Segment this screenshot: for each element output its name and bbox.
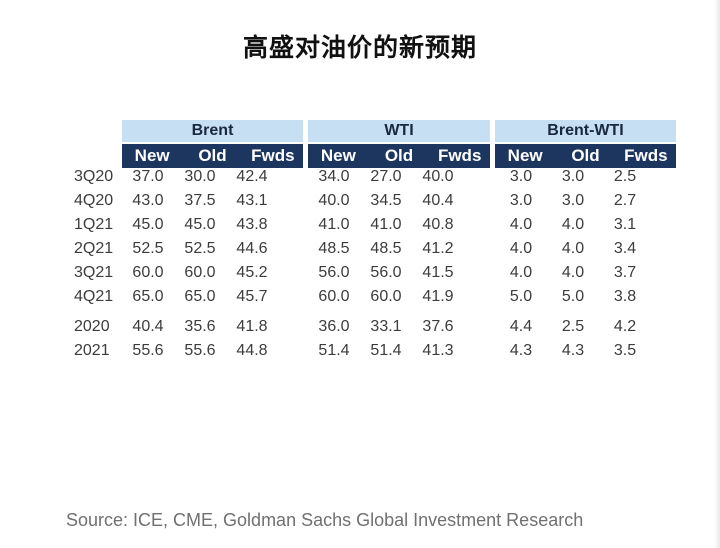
- table-cell: 3.1: [613, 216, 637, 233]
- table-cell: 56.0: [370, 264, 402, 281]
- table-cell: 56.0: [318, 264, 350, 281]
- table-cell: 60.0: [370, 288, 402, 305]
- col-old: Old: [571, 146, 600, 165]
- group-header-brent-wti: Brent-WTI: [495, 120, 676, 142]
- col-new: New: [507, 146, 543, 165]
- table-cell: 3.5: [613, 342, 637, 359]
- table-cell: 41.9: [422, 288, 454, 305]
- table-cell: 4.0: [561, 264, 585, 281]
- table-cell: 45.2: [236, 264, 268, 281]
- row-label: 3Q21: [74, 264, 114, 281]
- table-cell: 51.4: [318, 342, 350, 359]
- row-label: 2020: [74, 318, 110, 335]
- table-cell: 60.0: [132, 264, 164, 281]
- table-cell: 60.0: [318, 288, 350, 305]
- page-edge-shadow: [714, 0, 720, 548]
- table-cell: 3.8: [613, 288, 637, 305]
- table-cell: 5.0: [561, 288, 585, 305]
- table-cell: 3.4: [613, 240, 637, 257]
- table-cell: 27.0: [370, 168, 402, 185]
- source-note: Source: ICE, CME, Goldman Sachs Global I…: [66, 510, 584, 530]
- table-cell: 40.0: [422, 168, 454, 185]
- table-cell: 55.6: [132, 342, 164, 359]
- table-cell: 42.4: [236, 168, 268, 185]
- col-old: Old: [384, 146, 414, 165]
- table-cell: 41.8: [236, 318, 268, 335]
- table-cell: 36.0: [318, 318, 350, 335]
- table-cell: 44.6: [236, 240, 268, 257]
- subheader-brent-wti: New Old Fwds: [495, 144, 676, 168]
- table-cell: 48.5: [318, 240, 350, 257]
- table-cell: 4.3: [561, 342, 585, 359]
- row-label: 2Q21: [74, 240, 114, 257]
- table-cell: 4.4: [509, 318, 533, 335]
- table-cell: 4.2: [613, 318, 637, 335]
- table-cell: 2.5: [561, 318, 585, 335]
- col-new: New: [320, 146, 356, 165]
- table-cell: 55.6: [184, 342, 216, 359]
- col-fwds: Fwds: [624, 146, 668, 165]
- table-cell: 41.0: [370, 216, 402, 233]
- table-cell: 40.8: [422, 216, 454, 233]
- table-cell: 43.8: [236, 216, 268, 233]
- table-cell: 4.3: [509, 342, 533, 359]
- table-cell: 40.4: [422, 192, 454, 209]
- row-label: 1Q21: [74, 216, 114, 233]
- table-cell: 41.2: [422, 240, 454, 257]
- col-old: Old: [198, 146, 227, 165]
- table-cell: 48.5: [370, 240, 402, 257]
- table-cell: 41.0: [318, 216, 350, 233]
- table-cell: 5.0: [509, 288, 533, 305]
- table-cell: 34.5: [370, 192, 402, 209]
- col-new: New: [134, 146, 170, 165]
- table-cell: 37.0: [132, 168, 164, 185]
- table-cell: 65.0: [184, 288, 216, 305]
- table-cell: 41.3: [422, 342, 454, 359]
- group-header-brent: Brent: [122, 120, 303, 142]
- table-cell: 2.5: [613, 168, 637, 185]
- subheader-wti: New Old Fwds: [308, 144, 490, 168]
- table-cell: 65.0: [132, 288, 164, 305]
- col-fwds: Fwds: [437, 146, 482, 165]
- table-cell: 3.7: [613, 264, 637, 281]
- table-cell: 33.1: [370, 318, 402, 335]
- table-cell: 43.0: [132, 192, 164, 209]
- table-cell: 37.5: [184, 192, 216, 209]
- table-cell: 35.6: [184, 318, 216, 335]
- table-cell: 40.0: [318, 192, 350, 209]
- table-cell: 41.5: [422, 264, 454, 281]
- row-label: 4Q20: [74, 192, 114, 209]
- subheader-brent: New Old Fwds: [122, 144, 303, 168]
- table-cell: 30.0: [184, 168, 216, 185]
- col-fwds: Fwds: [251, 146, 295, 165]
- group-header-wti: WTI: [308, 120, 490, 142]
- table-cell: 3.0: [561, 168, 585, 185]
- page-title: 高盛对油价的新预期: [242, 33, 477, 62]
- table-cell: 52.5: [184, 240, 216, 257]
- table-cell: 60.0: [184, 264, 216, 281]
- table-cell: 40.4: [132, 318, 164, 335]
- row-label: 4Q21: [74, 288, 114, 305]
- table-cell: 44.8: [236, 342, 268, 359]
- table-cell: 3.0: [509, 192, 533, 209]
- table-cell: 45.7: [236, 288, 268, 305]
- row-label: 3Q20: [74, 168, 114, 185]
- table-cell: 43.1: [236, 192, 268, 209]
- table-cell: 37.6: [422, 318, 454, 335]
- table-cell: 45.0: [184, 216, 216, 233]
- table-cell: 4.0: [509, 216, 533, 233]
- table-cell: 51.4: [370, 342, 402, 359]
- table-cell: 2.7: [613, 192, 637, 209]
- table-cell: 3.0: [561, 192, 585, 209]
- table-cell: 3.0: [509, 168, 533, 185]
- table-cell: 4.0: [509, 240, 533, 257]
- table-cell: 34.0: [318, 168, 350, 185]
- table-cell: 52.5: [132, 240, 164, 257]
- table-cell: 4.0: [561, 240, 585, 257]
- table-cell: 45.0: [132, 216, 164, 233]
- row-label: 2021: [74, 342, 110, 359]
- table-cell: 4.0: [561, 216, 585, 233]
- table-cell: 4.0: [509, 264, 533, 281]
